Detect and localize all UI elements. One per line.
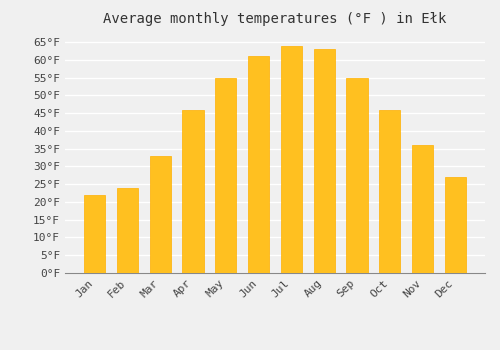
Bar [346,78,368,273]
Title: Average monthly temperatures (°F ) in Ełk: Average monthly temperatures (°F ) in Eł… [104,12,446,26]
Bar [379,110,400,273]
Bar [444,177,466,273]
Bar [248,56,270,273]
Bar [215,78,236,273]
Bar [117,188,138,273]
Bar [412,145,433,273]
Bar [150,156,171,273]
Bar [84,195,106,273]
Bar [314,49,335,273]
Bar [280,46,302,273]
Bar [182,110,204,273]
